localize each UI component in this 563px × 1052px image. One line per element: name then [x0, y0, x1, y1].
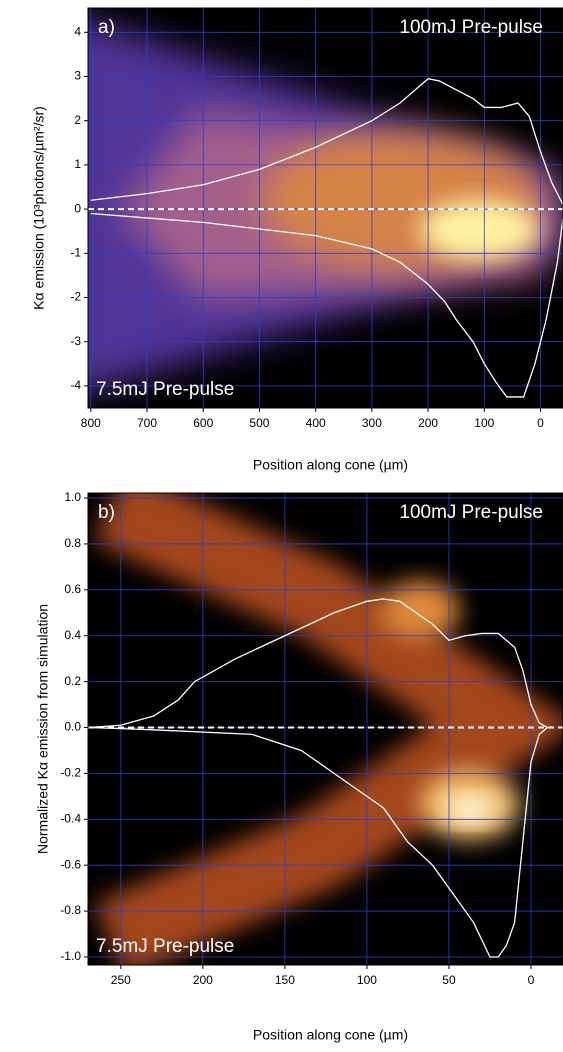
plot-frame: [87, 7, 563, 409]
x-axis-label: Position along cone (µm): [253, 1027, 408, 1043]
annotation: 100mJ Pre-pulse: [399, 17, 543, 38]
x-tick-label: 600: [193, 416, 213, 430]
x-tick-label: 100: [474, 416, 494, 430]
heatmap-b: [88, 493, 563, 965]
y-tick-label: -0.4: [60, 811, 81, 825]
x-tick-label: 800: [81, 416, 101, 430]
x-tick-label: 100: [357, 973, 377, 987]
plot-area: [88, 8, 563, 408]
y-tick-label: -0.6: [60, 857, 81, 871]
x-tick-label: 150: [275, 973, 295, 987]
y-tick-label: -3: [70, 334, 81, 348]
y-axis-label: Normalized Kα emission from simulation: [35, 604, 51, 854]
y-tick-label: 1: [74, 157, 81, 171]
panel-label: a): [98, 17, 115, 38]
y-tick-label: -4: [70, 378, 81, 392]
annotation: 7.5mJ Pre-pulse: [96, 936, 234, 957]
x-tick-label: 0: [537, 416, 544, 430]
y-tick-label: 4: [74, 24, 81, 38]
y-tick-label: 0.8: [64, 536, 81, 550]
y-tick-label: -1.0: [60, 949, 81, 963]
x-tick-label: 200: [418, 416, 438, 430]
x-tick-label: 300: [362, 416, 382, 430]
y-axis-label: Kα emission (10³photons/µm²/sr): [31, 106, 47, 310]
y-tick-label: 0.2: [64, 674, 81, 688]
y-tick-label: 2: [74, 113, 81, 127]
y-tick-label: 0.0: [64, 720, 81, 734]
x-tick-label: 250: [111, 973, 131, 987]
x-tick-label: 700: [137, 416, 157, 430]
y-tick-label: -0.2: [60, 766, 81, 780]
panel-label: b): [98, 502, 115, 523]
y-tick-label: 0: [74, 201, 81, 215]
x-tick-label: 500: [249, 416, 269, 430]
y-tick-label: 3: [74, 69, 81, 83]
y-tick-label: 0.6: [64, 582, 81, 596]
annotation: 100mJ Pre-pulse: [399, 502, 543, 523]
x-tick-label: 400: [306, 416, 326, 430]
heatmap-a: [88, 8, 563, 408]
y-tick-label: -2: [70, 290, 81, 304]
data-line: [88, 726, 548, 958]
annotation: 7.5mJ Pre-pulse: [96, 379, 234, 400]
data-line: [90, 212, 563, 398]
y-tick-label: -1: [70, 245, 81, 259]
data-line: [90, 78, 563, 205]
x-axis-label: Position along cone (µm): [253, 457, 408, 473]
x-tick-label: 50: [442, 973, 456, 987]
y-tick-label: -0.8: [60, 903, 81, 917]
y-tick-label: 0.4: [64, 628, 81, 642]
y-tick-label: 1.0: [64, 490, 81, 504]
plot-area: [88, 493, 563, 965]
data-line: [88, 598, 548, 729]
plot-frame: [87, 492, 563, 966]
x-tick-label: 200: [193, 973, 213, 987]
x-tick-label: 0: [528, 973, 535, 987]
